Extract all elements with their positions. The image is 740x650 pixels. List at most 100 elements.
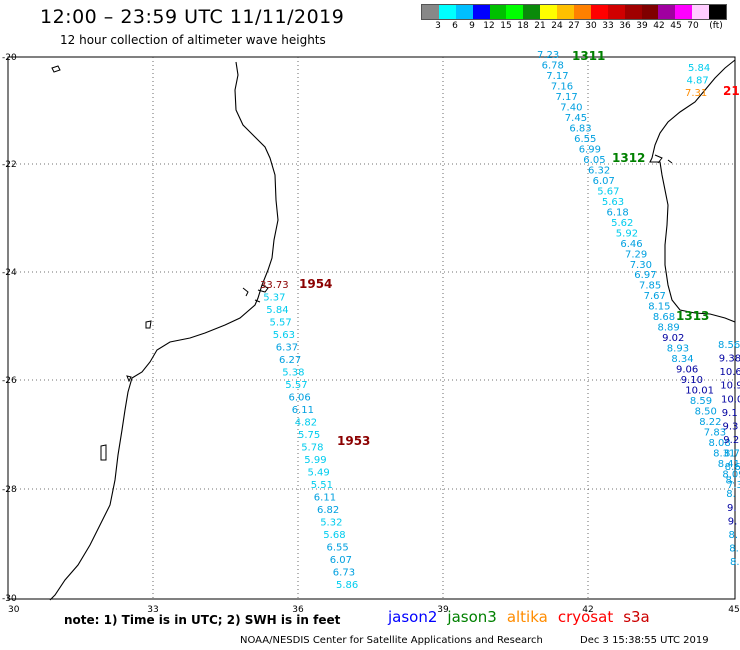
wave-height-value: 6.46 xyxy=(620,239,642,250)
longitude-label: 39 xyxy=(437,605,449,615)
wave-height-value: 7.67 xyxy=(644,291,666,302)
legend-tick-label: 30 xyxy=(585,21,597,31)
satellite-name-altika: altika xyxy=(506,608,548,626)
satellite-name-s3a: s3a xyxy=(623,608,650,626)
wave-height-value: 5.92 xyxy=(616,228,638,239)
wave-height-value: 8. xyxy=(729,530,739,541)
latitude-label: -28 xyxy=(2,485,17,495)
wave-height-value: 9. xyxy=(727,503,737,514)
wave-height-value: 8.89 xyxy=(658,323,680,334)
pass-number-label: 1954 xyxy=(299,277,332,291)
wave-height-value: 8.41 xyxy=(718,459,740,470)
legend-swatch xyxy=(489,5,507,19)
wave-height-value: 8. xyxy=(730,557,740,568)
footnote: note: 1) Time is in UTC; 2) SWH is in fe… xyxy=(64,613,341,627)
wave-height-value: 7.40 xyxy=(560,102,582,113)
wave-height-value: 5.68 xyxy=(323,530,345,541)
wave-height-value: 6.05 xyxy=(583,155,605,166)
color-legend-bar xyxy=(421,4,727,20)
legend-tick-label: 70 xyxy=(687,21,699,31)
legend-swatch xyxy=(455,5,473,19)
track-1311: 7.236.787.177.167.177.407.456.836.556.99… xyxy=(537,50,740,491)
pass-number-label: 1311 xyxy=(572,49,605,63)
wave-height-value: 10.69 xyxy=(720,367,740,378)
wave-height-value: 6.11 xyxy=(314,493,336,504)
legend-tick-label: 42 xyxy=(653,21,665,31)
pass-number-label: 21 xyxy=(723,84,740,98)
legend-tick-label: 21 xyxy=(534,21,546,31)
wave-height-value: 7.16 xyxy=(551,82,573,93)
wave-height-value: 33.73 xyxy=(260,280,289,291)
legend-tick-label: 12 xyxy=(483,21,495,31)
wave-height-value: 8.31 xyxy=(713,449,735,460)
lat-lon-grid xyxy=(8,57,735,599)
wave-height-value: 10.0 xyxy=(721,394,740,405)
wave-height-value: 6.55 xyxy=(327,543,349,554)
wave-height-value: 5.57 xyxy=(285,380,307,391)
longitude-label: 33 xyxy=(147,605,158,615)
latitude-label: -24 xyxy=(2,268,17,278)
wave-height-value: 8.7 xyxy=(724,449,740,460)
legend-swatch xyxy=(506,5,524,19)
wave-height-value: 5.38 xyxy=(282,368,304,379)
track-1954: 33.735.375.845.575.636.376.275.385.576.0… xyxy=(260,280,358,591)
legend-swatch xyxy=(557,5,575,19)
wave-height-value: 6.78 xyxy=(542,61,564,72)
wave-height-value: 10.01 xyxy=(685,386,714,397)
longitude-label: 42 xyxy=(582,605,593,615)
wave-height-value: 9.02 xyxy=(662,333,684,344)
wave-height-value: 7.29 xyxy=(625,249,647,260)
latitude-label: -22 xyxy=(2,160,17,170)
page-title: 12:00 – 23:59 UTC 11/11/2019 xyxy=(40,6,345,28)
legend-swatch xyxy=(709,5,727,19)
pass-number-label: 1313 xyxy=(676,309,709,323)
legend-tick-label: 6 xyxy=(452,21,458,31)
wave-height-value: 5.67 xyxy=(597,186,619,197)
wave-height-value: 5.86 xyxy=(336,580,358,591)
satellite-name-jason2: jason2 xyxy=(388,608,438,626)
coast-bay xyxy=(242,284,269,303)
legend-swatch xyxy=(590,5,608,19)
wave-height-value: 7.31 xyxy=(685,88,707,99)
wave-height-value: 6.83 xyxy=(569,123,591,134)
legend-tick-label: 18 xyxy=(517,21,529,31)
longitude-label: 30 xyxy=(8,605,20,615)
wave-height-value: 8.56 xyxy=(718,340,740,351)
wave-height-value: 8. xyxy=(726,489,736,500)
legend-tick-label: (ft) xyxy=(709,21,723,31)
wave-height-value: 7.85 xyxy=(639,281,661,292)
wave-height-value: 7.45 xyxy=(565,113,587,124)
wave-height-value: 6.07 xyxy=(330,555,352,566)
wave-height-value: 7.23 xyxy=(537,50,559,61)
legend-tick-label: 33 xyxy=(602,21,614,31)
legend-swatch xyxy=(540,5,558,19)
wave-height-value: 6.37 xyxy=(276,343,298,354)
longitude-label: 36 xyxy=(292,605,304,615)
wave-height-value: 8.22 xyxy=(699,417,721,428)
credit-line: NOAA/NESDIS Center for Satellite Applica… xyxy=(240,635,543,646)
madagascar-coastline xyxy=(649,59,736,323)
wave-height-value: 8. xyxy=(726,476,736,487)
wave-height-value: 6.82 xyxy=(317,505,339,516)
wave-height-value: 8.6 xyxy=(725,462,740,473)
wave-height-value: 5.78 xyxy=(301,443,323,454)
wave-height-value: 5.37 xyxy=(263,293,285,304)
wave-height-value: 7.30 xyxy=(630,260,652,271)
latitude-label: -26 xyxy=(2,376,17,386)
wave-height-value: 5.63 xyxy=(602,197,624,208)
wave-height-value: 6.11 xyxy=(292,405,314,416)
wave-height-value: 9.38 xyxy=(719,354,740,365)
generated-timestamp: Dec 3 15:38:55 UTC 2019 xyxy=(580,635,709,646)
wave-height-value: 5.32 xyxy=(320,518,342,529)
pass-number-label: 1953 xyxy=(337,434,370,448)
wave-height-value: 8.50 xyxy=(695,407,717,418)
legend-swatch xyxy=(438,5,456,19)
satellite-name-cryosat: cryosat xyxy=(557,608,614,626)
wave-height-value: 8.34 xyxy=(671,354,693,365)
wave-height-value: 5.84 xyxy=(266,305,288,316)
wave-height-value: 9.10 xyxy=(681,375,703,386)
wave-height-value: 6.07 xyxy=(593,176,615,187)
wave-height-value: 5.63 xyxy=(273,330,295,341)
legend-swatch xyxy=(624,5,642,19)
wave-height-value: 9.2 xyxy=(723,435,739,446)
